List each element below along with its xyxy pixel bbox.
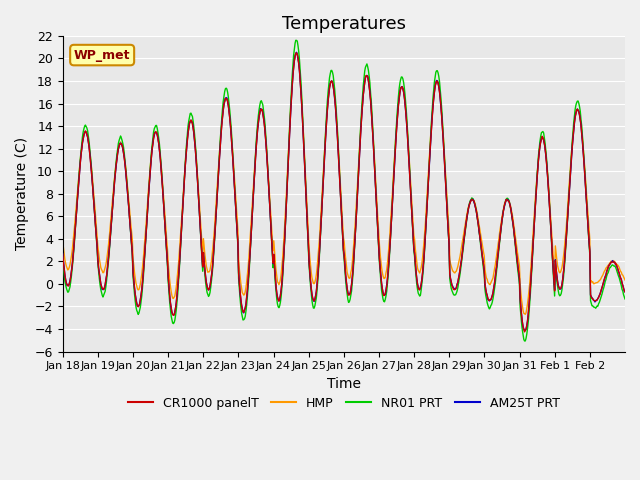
Y-axis label: Temperature (C): Temperature (C) <box>15 137 29 250</box>
Legend: CR1000 panelT, HMP, NR01 PRT, AM25T PRT: CR1000 panelT, HMP, NR01 PRT, AM25T PRT <box>123 392 565 415</box>
X-axis label: Time: Time <box>327 377 361 391</box>
Text: WP_met: WP_met <box>74 48 131 61</box>
Title: Temperatures: Temperatures <box>282 15 406 33</box>
